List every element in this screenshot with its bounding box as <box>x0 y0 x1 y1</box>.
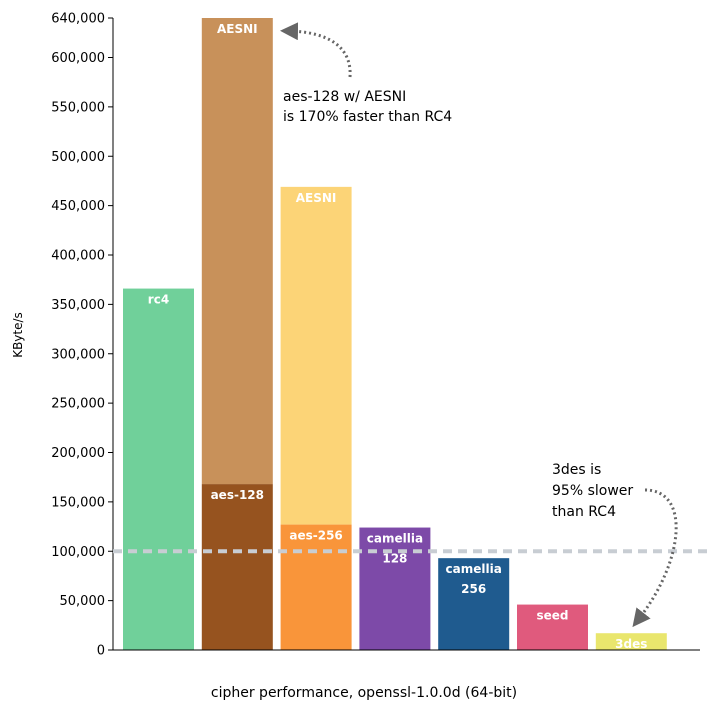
bar-label-aes-128: aes-128 <box>211 488 264 502</box>
y-tick-label: 200,000 <box>51 446 105 461</box>
bar-label-aes-128-aesni: AESNI <box>217 22 258 36</box>
y-tick-label: 550,000 <box>51 100 105 115</box>
y-tick-label: 500,000 <box>51 150 105 165</box>
bar-label-camellia-256-line-2: 256 <box>461 582 486 596</box>
bar-aes-128 <box>201 484 273 650</box>
y-axis: 0 50,000 100,000 150,000 200,000 250,000 300,0… <box>51 12 114 659</box>
y-tick-label: 450,000 <box>51 199 105 214</box>
bar-aes-256-aesni <box>280 186 352 525</box>
bar-seed <box>517 604 588 650</box>
bars-group: rc4 AESNI aes-128 AESNI aes-256 camellia 128 ca… <box>123 18 667 651</box>
bar-label-camellia-128-line-2: 128 <box>382 552 407 566</box>
y-tick-label: 400,000 <box>51 249 105 264</box>
annotation-3des-line-1: 3des is <box>552 462 601 478</box>
annotation-3des: 3des is 95% slower than RC4 <box>552 462 678 628</box>
y-tick-label: 600,000 <box>51 51 105 66</box>
bar-aes-256 <box>280 524 352 650</box>
annotation-aesni-line-2: is 170% faster than RC4 <box>283 109 452 125</box>
y-tick-label: 150,000 <box>51 495 105 510</box>
bar-rc4 <box>123 288 194 650</box>
bar-label-seed: seed <box>536 609 568 623</box>
annotation-3des-line-3: than RC4 <box>552 504 616 520</box>
bar-label-camellia-256-line-1: camellia <box>446 562 502 576</box>
y-tick-label: 0 <box>97 644 105 659</box>
y-tick-label: 250,000 <box>51 397 105 412</box>
bar-3des <box>595 633 667 650</box>
x-axis-label: cipher performance, openssl-1.0.0d (64-b… <box>211 685 517 701</box>
annotation-3des-arrow <box>632 488 678 628</box>
bar-label-aes-256: aes-256 <box>289 529 342 543</box>
bar-label-rc4: rc4 <box>148 293 169 307</box>
y-tick-label: 100,000 <box>51 545 105 560</box>
bar-label-aes-256-aesni: AESNI <box>296 191 337 205</box>
annotation-aesni-line-1: aes-128 w/ AESNI <box>283 89 406 105</box>
bar-label-camellia-128-line-1: camellia <box>367 532 423 546</box>
annotation-aesni: aes-128 w/ AESNI is 170% faster than RC4 <box>280 22 452 125</box>
y-tick-label: 300,000 <box>51 347 105 362</box>
bar-label-3des: 3des <box>615 637 647 651</box>
bar-camellia-256 <box>438 558 510 650</box>
y-tick-label: 50,000 <box>60 594 106 609</box>
annotation-3des-line-2: 95% slower <box>552 483 633 499</box>
bar-camellia-128 <box>359 527 431 650</box>
y-tick-label: 350,000 <box>51 298 105 313</box>
y-axis-label: KByte/s <box>11 312 25 358</box>
bar-aes-128-aesni <box>201 18 273 485</box>
annotation-aesni-arrow <box>280 22 352 78</box>
y-tick-label: 640,000 <box>51 12 105 27</box>
